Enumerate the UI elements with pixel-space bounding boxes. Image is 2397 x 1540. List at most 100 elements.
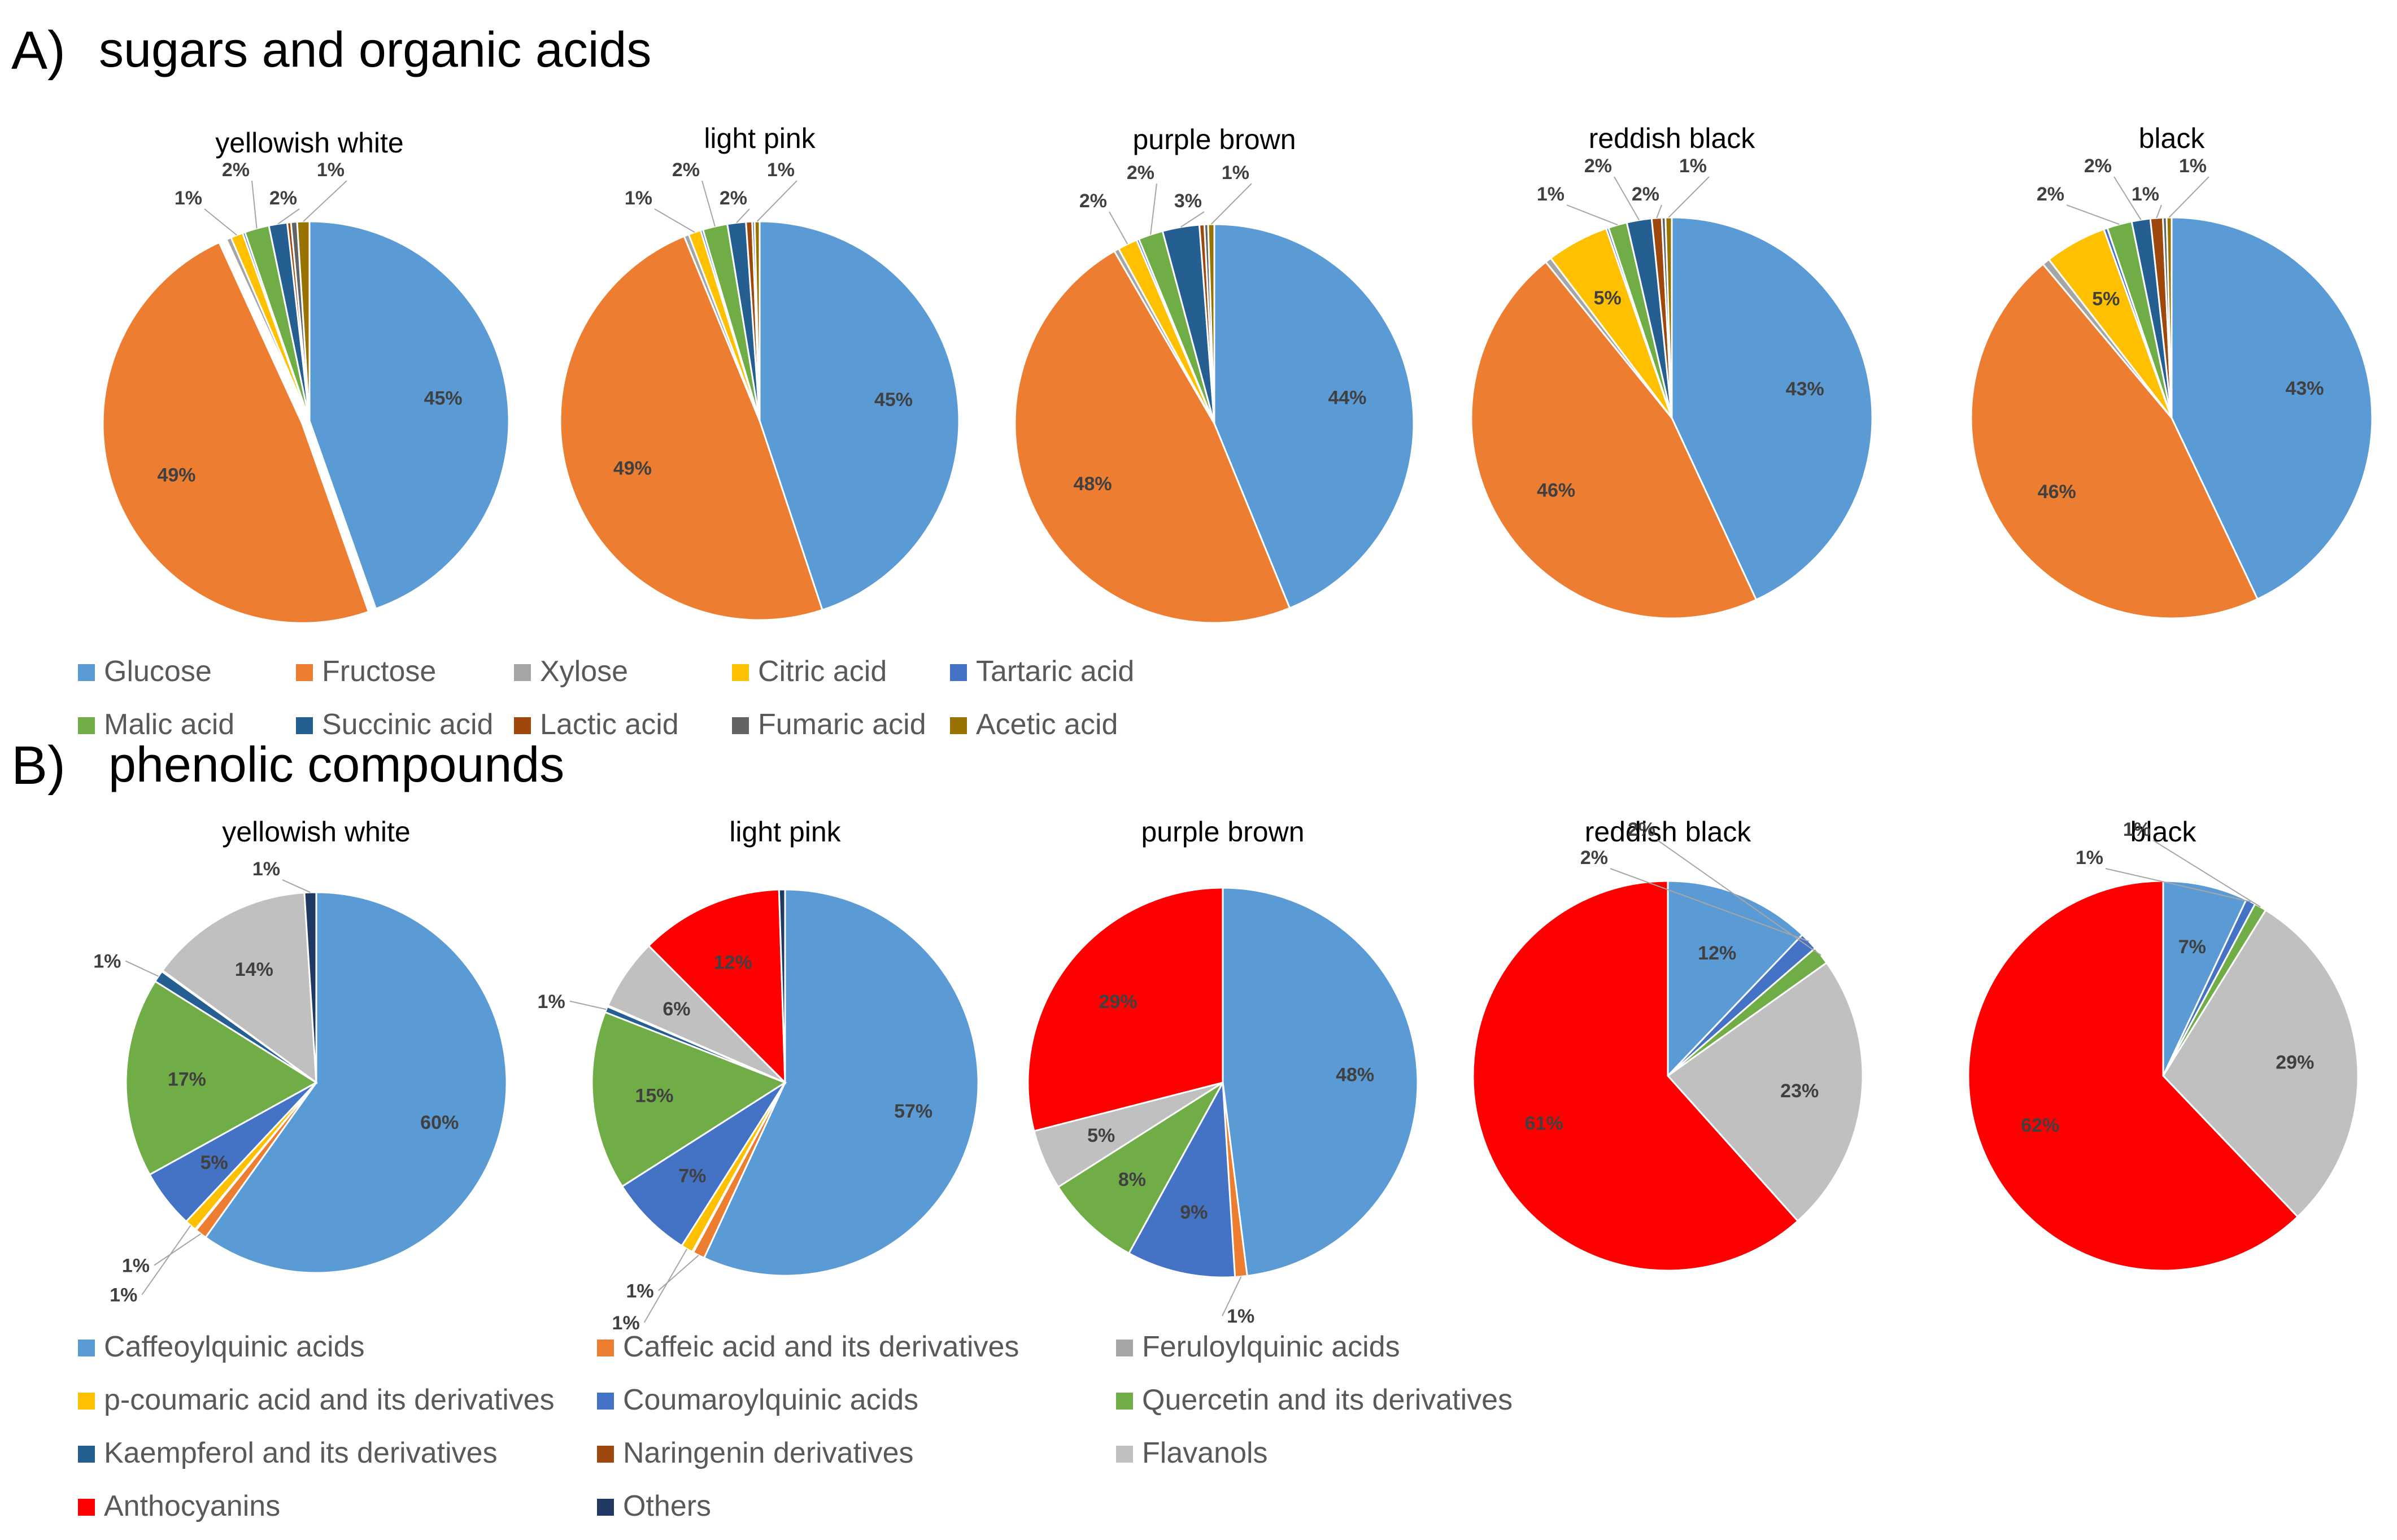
slice-flavanols (607, 944, 786, 1084)
legend-label: Quercetin and its derivatives (1142, 1384, 1513, 1416)
legend-swatch (597, 1340, 614, 1356)
legend-swatch (78, 1340, 95, 1356)
data-label-anthocyanins: 61% (1525, 1113, 1563, 1135)
leader-line-kaempferol-and-its-derivatives (125, 960, 159, 977)
legend-label: Caffeoylquinic acids (104, 1330, 365, 1363)
leader-line-malic-acid (251, 180, 258, 229)
data-label-quercetin-and-its-derivatives: 1% (2123, 819, 2151, 840)
legend-swatch (950, 717, 967, 734)
legend-swatch (1116, 1340, 1133, 1356)
slice-glucose (1671, 216, 1873, 601)
data-label-malic-acid: 2% (222, 159, 250, 181)
leader-line-citric-acid (1109, 211, 1128, 245)
legend-item-anthocyanins: Anthocyanins (78, 1490, 280, 1522)
leader-line-succinic-acid (736, 208, 750, 224)
leader-line-acetic-acid (303, 180, 347, 222)
legend-swatch (78, 717, 95, 734)
slice-fructose (102, 241, 370, 624)
legend-item-flavanols: Flavanols (1116, 1437, 1268, 1469)
chart-title: purple brown (1141, 816, 1304, 848)
leader-line-lactic-acid (1656, 204, 1662, 219)
legend-swatch (950, 664, 967, 681)
data-label-caffeoylquinic-acids: 48% (1336, 1064, 1374, 1085)
data-label-caffeic-acid-and-its-derivatives: 1% (626, 1280, 653, 1302)
legend-label: p-coumaric acid and its derivatives (104, 1384, 555, 1416)
data-label-fructose: 48% (1074, 473, 1112, 495)
slice-caffeoylquinic-acids (1222, 887, 1419, 1277)
data-label-lactic-acid: 1% (2132, 184, 2159, 205)
slice-caffeoylquinic-acids (2162, 880, 2248, 1076)
legend-label: Fumaric acid (758, 708, 926, 741)
data-label-p-coumaric-acid-and-its-derivatives: 1% (110, 1285, 137, 1306)
slice-fructose (1970, 263, 2259, 620)
data-label-caffeic-acid-and-its-derivatives: 1% (122, 1255, 150, 1277)
slice-glucose (759, 220, 960, 611)
data-label-caffeoylquinic-acids: 57% (894, 1101, 932, 1122)
legend-label: Acetic acid (976, 708, 1118, 741)
leader-line-quercetin-and-its-derivatives (2152, 840, 2261, 908)
slice-quercetin-and-its-derivatives (1057, 1081, 1224, 1255)
pie-chart-a-purple-brown: purple brown 44% 48% 2% 2% 3% 1% (1014, 124, 1415, 624)
chart-title: black (2130, 816, 2197, 848)
leader-line-p-coumaric-acid-and-its-derivatives (141, 1225, 191, 1295)
data-label-flavanols: 14% (235, 959, 273, 980)
data-label-coumaroylquinic-acids: 5% (201, 1152, 228, 1173)
slice-acetic-acid (753, 220, 761, 421)
slice-anthocyanins (647, 888, 786, 1085)
leader-line-acetic-acid (1210, 183, 1252, 225)
leader-line-caffeic-acid-and-its-derivatives (1222, 1276, 1242, 1316)
legend-item-coumaroylquinic-acids: Coumaroylquinic acids (597, 1384, 918, 1416)
legend-item-citric-acid: Citric acid (732, 655, 887, 688)
legend-item-succinic-acid: Succinic acid (296, 708, 493, 741)
leader-line-acetic-acid (756, 180, 797, 222)
data-label-glucose: 43% (2285, 378, 2324, 399)
section-a-letter: A) (11, 20, 66, 81)
data-label-citric-acid: 2% (1079, 190, 1107, 212)
pie-chart-a-yellowish-white: yellowish white 45% 49% 1% 2% 2% 1% (102, 127, 510, 624)
data-label-acetic-acid: 1% (1679, 155, 1707, 177)
slice-coumaroylquinic-acids (1127, 1079, 1236, 1279)
legend-item-fructose: Fructose (296, 655, 436, 688)
legend-item-kaempferol-and-its-derivatives: Kaempferol and its derivatives (78, 1437, 498, 1469)
pie-chart-b-purple-brown: purple brown 48% 9% 8% 5% 29% 1% (1027, 816, 1419, 1327)
chart-title: light pink (704, 123, 816, 154)
legend-item-malic-acid: Malic acid (78, 708, 234, 741)
data-label-fructose: 49% (157, 464, 195, 486)
legend-swatch (732, 664, 749, 681)
legend-label: Fructose (322, 655, 436, 688)
slice-flavanols (2162, 909, 2359, 1218)
chart-title: reddish black (1585, 816, 1752, 848)
legend-item-fumaric-acid: Fumaric acid (732, 708, 926, 741)
legend-swatch (1116, 1446, 1133, 1463)
section-b-title: phenolic compounds (108, 736, 564, 792)
chart-title: yellowish white (222, 816, 410, 848)
section-b-letter: B) (11, 735, 66, 796)
legend-item-naringenin-derivatives: Naringenin derivatives (597, 1437, 914, 1469)
pie-chart-b-reddish-black: reddish black 12% 23% 61% 2% 2% (1472, 816, 1864, 1272)
slice-flavanols (161, 892, 317, 1085)
section-a-title: sugars and organic acids (99, 21, 651, 77)
legend-item-lactic-acid: Lactic acid (514, 708, 679, 741)
legend-swatch (597, 1446, 614, 1463)
slice-glucose (2171, 216, 2373, 600)
legend-item-xylose: Xylose (514, 655, 628, 688)
data-label-coumaroylquinic-acids: 1% (2076, 847, 2103, 869)
legend-label: Naringenin derivatives (623, 1437, 914, 1469)
legend-item-quercetin-and-its-derivatives: Quercetin and its derivatives (1116, 1384, 1513, 1416)
legend-item-glucose: Glucose (78, 655, 212, 688)
legend-swatch (1116, 1393, 1133, 1410)
data-label-succinic-acid: 3% (1174, 190, 1202, 212)
data-label-flavanols: 23% (1780, 1080, 1819, 1102)
pie-chart-a-light-pink: light pink 45% 49% 1% 2% 2% 1% (559, 123, 960, 621)
data-label-flavanols: 29% (2276, 1052, 2314, 1074)
legend-label: Succinic acid (322, 708, 493, 741)
legend-swatch (597, 1393, 614, 1410)
data-label-quercetin-and-its-derivatives: 2% (1628, 819, 1655, 840)
leader-line-malic-acid (1150, 183, 1157, 235)
slice-anthocyanins (1472, 880, 1799, 1272)
data-label-citric-acid: 1% (175, 187, 202, 209)
chart-title: yellowish white (215, 127, 403, 159)
data-label-anthocyanins: 29% (1099, 991, 1138, 1013)
data-label-anthocyanins: 62% (2021, 1115, 2059, 1136)
